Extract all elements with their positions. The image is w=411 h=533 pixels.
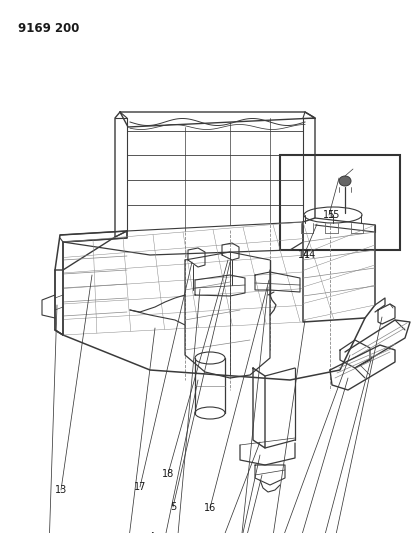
Text: 4: 4 [149,532,155,533]
Text: 5: 5 [170,502,176,512]
Text: 18: 18 [162,469,174,479]
Text: 14: 14 [298,250,310,260]
Text: 9169 200: 9169 200 [18,22,79,35]
Bar [280,155,400,250]
Ellipse shape [339,176,351,186]
Text: 17: 17 [134,482,146,492]
Text: 15: 15 [328,210,340,220]
Text: 14: 14 [304,250,316,260]
Text: 13: 13 [55,485,67,495]
Text: 16: 16 [204,503,216,513]
Text: 15: 15 [323,210,335,220]
